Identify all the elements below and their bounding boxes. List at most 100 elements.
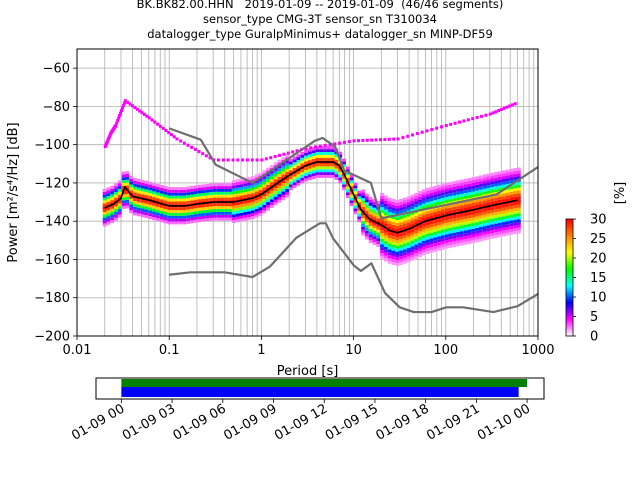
psd-density-cell — [193, 205, 198, 209]
psd-density-cell — [497, 222, 502, 226]
psd-density-cell — [129, 190, 134, 194]
psd-density-cell — [319, 157, 324, 161]
psd-density-cell — [490, 172, 495, 176]
psd-density-cell — [383, 223, 388, 227]
psd-density-cell — [471, 191, 476, 195]
psd-density-cell — [513, 211, 517, 214]
psd-density-cell — [262, 207, 267, 211]
psd-density-cell — [418, 248, 422, 252]
psd-segments-bar — [121, 387, 519, 397]
psd-density-cell — [342, 161, 346, 165]
psd-density-cell — [501, 224, 506, 228]
psd-density-cell — [425, 187, 430, 191]
psd-density-cell — [266, 184, 270, 188]
psd-density-cell — [250, 207, 255, 211]
psd-density-cell — [266, 181, 270, 185]
psd-density-cell — [292, 182, 297, 186]
psd-density-cell — [387, 252, 392, 256]
psd-density-cell — [497, 231, 502, 235]
psd-density-cell — [437, 184, 441, 188]
psd-density-cell — [490, 187, 495, 190]
psd-density-cell — [425, 199, 430, 203]
psd-density-cell — [273, 173, 278, 177]
psd-outlier-cell — [277, 153, 281, 157]
psd-density-cell — [463, 204, 468, 208]
psd-density-cell — [459, 222, 464, 226]
y-axis-label: Power [m²/s⁴/Hz] [dB] — [6, 122, 21, 262]
psd-density-cell — [228, 209, 232, 212]
psd-density-cell — [471, 205, 476, 209]
psd-density-cell — [311, 170, 316, 174]
psd-density-cell — [402, 223, 407, 227]
psd-density-cell — [159, 190, 164, 194]
psd-density-cell — [159, 219, 164, 223]
psd-density-cell — [429, 241, 434, 245]
psd-density-cell — [368, 197, 373, 201]
psd-density-cell — [494, 174, 498, 178]
psd-density-cell — [167, 218, 172, 222]
psd-density-cell — [277, 165, 282, 169]
psd-density-cell — [402, 240, 407, 244]
psd-density-cell — [467, 215, 472, 219]
psd-density-cell — [258, 195, 263, 199]
psd-density-cell — [349, 203, 354, 207]
psd-density-cell — [307, 174, 312, 178]
psd-density-cell — [269, 182, 274, 186]
psd-density-cell — [444, 194, 449, 198]
psd-density-cell — [410, 246, 415, 250]
psd-density-cell — [357, 207, 362, 211]
psd-outlier-cell — [114, 124, 118, 128]
psd-density-cell — [376, 212, 381, 216]
psd-density-cell — [205, 186, 210, 190]
psd-density-cell — [197, 184, 202, 188]
psd-density-cell — [144, 189, 149, 193]
psd-outlier-cell — [264, 157, 268, 161]
psd-density-cell — [516, 219, 521, 223]
x-tick-label: 0.1 — [159, 343, 180, 358]
psd-density-cell — [494, 209, 498, 213]
psd-density-cell — [376, 200, 381, 204]
psd-density-cell — [421, 203, 426, 207]
psd-density-cell — [159, 184, 164, 188]
psd-density-cell — [486, 187, 491, 191]
psd-density-cell — [395, 237, 400, 241]
psd-density-cell — [129, 181, 134, 185]
psd-density-cell — [395, 243, 400, 246]
psd-density-cell — [159, 210, 164, 214]
psd-density-cell — [471, 237, 476, 241]
psd-density-cell — [383, 209, 388, 213]
psd-density-cell — [273, 179, 278, 183]
psd-density-cell — [121, 203, 126, 206]
psd-density-cell — [509, 217, 514, 221]
psd-density-cell — [509, 177, 514, 181]
psd-density-cell — [121, 205, 126, 209]
psd-density-cell — [421, 200, 426, 204]
psd-density-cell — [368, 205, 373, 209]
psd-density-cell — [357, 202, 362, 205]
psd-density-cell — [239, 195, 244, 199]
psd-density-cell — [273, 199, 278, 203]
psd-density-cell — [437, 196, 441, 200]
psd-density-cell — [383, 212, 388, 216]
psd-density-cell — [414, 256, 419, 259]
psd-density-cell — [516, 167, 521, 171]
psd-density-cell — [110, 188, 115, 192]
psd-density-cell — [418, 199, 422, 203]
psd-density-cell — [516, 170, 521, 174]
psd-density-cell — [292, 159, 297, 163]
psd-density-cell — [342, 187, 346, 191]
psd-density-cell — [406, 245, 411, 249]
psd-density-cell — [429, 227, 434, 230]
psd-density-cell — [421, 232, 426, 236]
psd-density-cell — [368, 234, 373, 238]
psd-density-cell — [494, 232, 498, 236]
psd-density-cell — [459, 182, 464, 186]
psd-outlier-cell — [138, 109, 142, 113]
psd-density-cell — [482, 223, 487, 227]
psd-density-cell — [482, 188, 487, 192]
psd-density-cell — [152, 205, 156, 209]
psd-density-cell — [433, 237, 438, 241]
psd-density-cell — [182, 218, 187, 222]
psd-density-cell — [406, 225, 411, 228]
psd-density-cell — [174, 221, 179, 225]
